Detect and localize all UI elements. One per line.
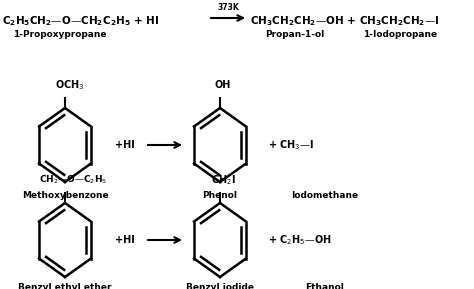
Text: Benzyl ethyl ether: Benzyl ethyl ether — [18, 284, 112, 289]
Text: +HI: +HI — [115, 140, 135, 150]
Text: + CH$_3$—I: + CH$_3$—I — [268, 138, 314, 152]
Text: CH$_2$I: CH$_2$I — [210, 173, 236, 187]
Text: 1-Propoxypropane: 1-Propoxypropane — [13, 30, 107, 39]
Text: Iodomethane: Iodomethane — [292, 190, 358, 199]
Text: OH: OH — [215, 80, 231, 90]
Text: Ethanol: Ethanol — [306, 284, 345, 289]
Text: $\mathregular{C_2H_5CH_2}$—O—$\mathregular{CH_2C_2H_5}$ + HI: $\mathregular{C_2H_5CH_2}$—O—$\mathregul… — [2, 14, 159, 28]
Text: Methoxybenzone: Methoxybenzone — [22, 190, 109, 199]
Text: CH$_2$—O—C$_2$H$_5$: CH$_2$—O—C$_2$H$_5$ — [39, 174, 107, 186]
Text: $\mathregular{CH_3CH_2CH_2}$—OH + $\mathregular{CH_3CH_2CH_2}$—I: $\mathregular{CH_3CH_2CH_2}$—OH + $\math… — [250, 14, 439, 28]
Text: +HI: +HI — [115, 235, 135, 245]
Text: + C$_2$H$_5$—OH: + C$_2$H$_5$—OH — [268, 233, 332, 247]
Text: 373K: 373K — [217, 3, 239, 12]
Text: Phenol: Phenol — [202, 190, 237, 199]
Text: Propan-1-ol: Propan-1-ol — [265, 30, 325, 39]
Text: OCH$_3$: OCH$_3$ — [55, 78, 85, 92]
Text: Benzyl iodide: Benzyl iodide — [186, 284, 254, 289]
Text: 1-Iodopropane: 1-Iodopropane — [363, 30, 437, 39]
